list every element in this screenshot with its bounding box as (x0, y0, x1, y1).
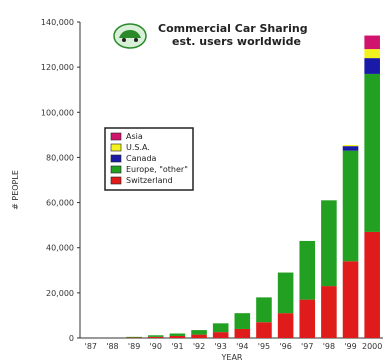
x-tick-label: '94 (236, 342, 248, 351)
x-tick-label: '88 (106, 342, 118, 351)
bar-segment (191, 334, 207, 338)
bar-segment (342, 261, 359, 338)
bar-segment (147, 335, 164, 337)
y-tick-label: 100,000 (41, 108, 74, 117)
bar-segment (234, 328, 251, 338)
bar-segment (364, 73, 380, 232)
x-tick-label: '90 (150, 342, 162, 351)
x-axis-ticks: '87 '88 '89 '90 '91 '92 '93 '94 '95 '96 '97 '98 '99 2… (85, 342, 383, 351)
bar-segment (169, 335, 186, 338)
bar-segment (342, 146, 359, 151)
x-tick-label: '87 (85, 342, 97, 351)
y-tick-label: 60,000 (46, 199, 74, 208)
bar-segment (191, 330, 207, 335)
bar-segment (364, 231, 380, 338)
chart-title: Commercial Car Sharing (158, 22, 308, 35)
x-tick-label: 2000 (362, 342, 382, 351)
y-tick-label: 120,000 (41, 63, 74, 72)
bar-segment (234, 313, 251, 329)
x-tick-label: '98 (323, 342, 335, 351)
bar-segment (321, 200, 337, 287)
bar-segment (364, 58, 380, 74)
bar-segment (169, 333, 186, 336)
y-tick-label: 80,000 (46, 153, 74, 162)
legend-label: Asia (126, 132, 143, 141)
legend-label: Switzerland (126, 176, 173, 185)
y-tick-label: 0 (69, 334, 74, 343)
x-tick-label: '95 (258, 342, 270, 351)
legend-label: Canada (126, 154, 157, 163)
legend-label: U.S.A. (126, 143, 150, 152)
legend-label: Europe, "other" (126, 165, 188, 174)
bar-segment (256, 322, 272, 338)
bar-segment (342, 145, 359, 147)
y-tick-label: 20,000 (46, 289, 74, 298)
bar-segment (126, 337, 142, 339)
bar-segment (277, 313, 294, 338)
legend: Asia U.S.A. Canada Europe, "other" Switzerla… (104, 127, 194, 191)
x-tick-label: '99 (344, 342, 356, 351)
y-tick-label: 140,000 (41, 18, 74, 27)
bar-series (126, 35, 380, 339)
legend-swatch (110, 154, 122, 163)
bar-segment (364, 35, 380, 50)
x-tick-label: '96 (279, 342, 291, 351)
bar-segment (212, 323, 229, 333)
y-axis-ticks: 0 20,000 40,000 60,000 80,000 100,000 120,000 1… (41, 18, 80, 343)
x-tick-label: '97 (301, 342, 313, 351)
bar-segment (126, 336, 142, 338)
x-tick-label: '93 (214, 342, 226, 351)
y-tick-label: 40,000 (46, 244, 74, 253)
car-sharing-logo (113, 23, 147, 49)
x-tick-label: '92 (193, 342, 205, 351)
bar-segment (256, 297, 272, 323)
x-axis-label: YEAR (221, 353, 243, 362)
bar-segment (277, 272, 294, 314)
y-axis-label: # PEOPLE (11, 170, 20, 210)
legend-swatch (110, 176, 122, 185)
x-tick-label: '89 (128, 342, 140, 351)
legend-swatch (110, 165, 122, 174)
bar-segment (299, 240, 316, 300)
chart-subtitle: est. users worldwide (172, 35, 301, 48)
x-tick-label: '91 (171, 342, 183, 351)
legend-swatch (110, 132, 122, 141)
bar-segment (342, 150, 359, 262)
bar-segment (299, 299, 316, 338)
bar-segment (147, 336, 164, 338)
bar-segment (364, 49, 380, 59)
legend-swatch (110, 143, 122, 152)
bar-segment (321, 286, 337, 338)
bar-segment (212, 332, 229, 338)
